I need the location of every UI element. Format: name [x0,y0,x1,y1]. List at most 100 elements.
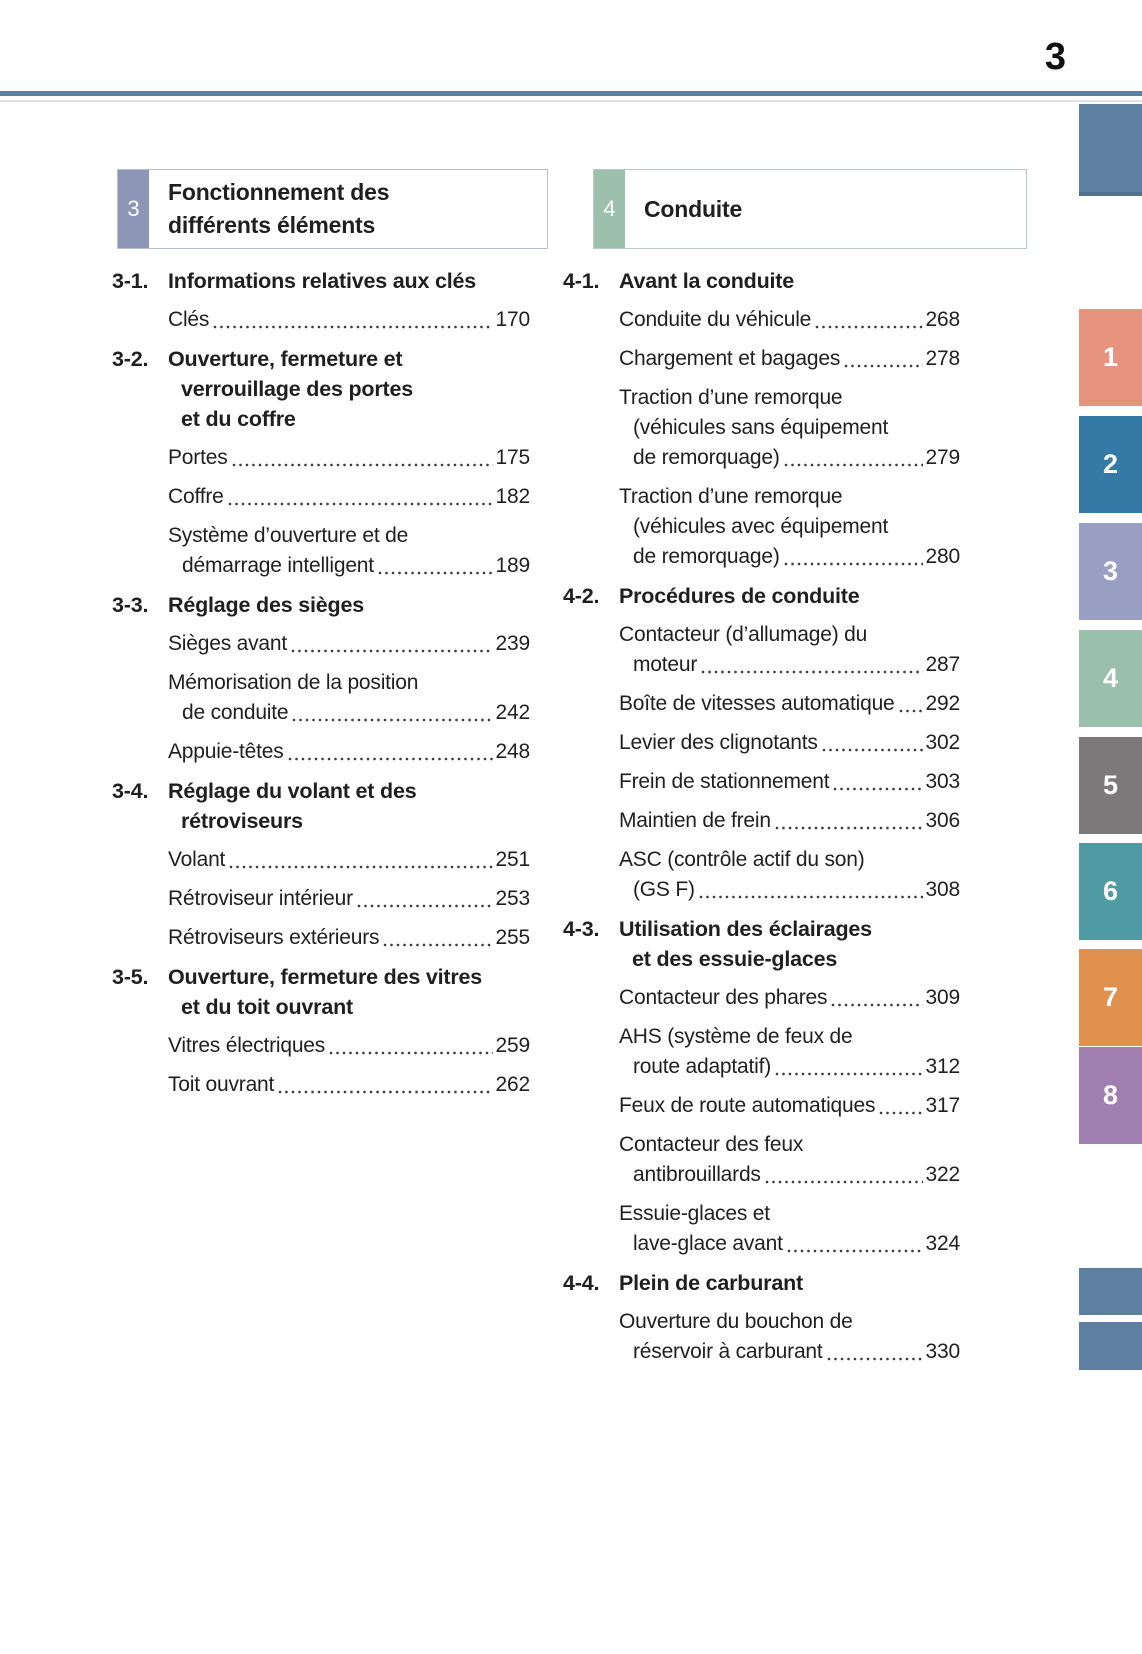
toc-entry-line: Clés 170 [168,305,530,335]
toc-entry-label: route adaptatif) [633,1055,772,1078]
page-ref: 322 [925,1163,961,1186]
dot-leader [377,571,493,575]
page-ref: 308 [925,878,961,901]
rail-bottom-block-1 [1079,1268,1142,1315]
toc-group-heading: 3-2. Ouverture, fermeture et verrouillage … [112,344,530,434]
toc-entry-line: Rétroviseur intérieur 253 [168,884,530,914]
toc-entry-list: Clés 170 [168,305,530,335]
toc-group-heading: 3-4. Réglage du volant et des rétroviseurs [112,776,530,836]
toc-group-number: 4-4. [563,1271,600,1295]
page-ref: 303 [925,770,961,793]
toc-entry: Frein de stationnement 303 [619,767,960,797]
section-box-3: 3 Fonctionnement des différents éléments [117,169,548,249]
toc-entry-label: Rétroviseurs extérieurs [168,926,380,949]
toc-entry-label: Clés [168,308,210,331]
toc-entry-label: Ouverture du bouchon de [619,1310,853,1333]
dot-leader [831,1003,923,1007]
dot-leader [815,325,923,329]
section-title-line: Fonctionnement des [168,179,390,205]
toc-entry-line: Traction d’une remorque [619,383,960,413]
toc-entry: Clés 170 [168,305,530,335]
toc-entry-label: Contacteur des feux [619,1133,804,1156]
page-ref: 253 [495,887,531,910]
toc-entry-line: Levier des clignotants 302 [619,728,960,758]
toc-entry-line: Vitres électriques 259 [168,1031,530,1061]
toc-entry: Contacteur des phares 309 [619,983,960,1013]
section-title-line: Conduite [644,195,743,222]
toc-entry-label: Volant [168,848,226,871]
toc-entry-label: Conduite du véhicule [619,308,812,331]
toc-entry: Mémorisation de la position de conduite 24… [168,668,530,728]
toc-entry-label: Coffre [168,485,224,508]
toc-entry-line: démarrage intelligent 189 [168,551,530,581]
toc-entry: AHS (système de feux de route adaptatif) 3… [619,1022,960,1082]
page-ref: 239 [495,632,531,655]
toc-entry-list: Sièges avant 239 Mémorisation de la positi… [168,629,530,767]
toc-group-number: 3-3. [112,593,149,617]
toc-entry-line: Portes 175 [168,443,530,473]
toc-entry-line: AHS (système de feux de [619,1022,960,1052]
page-ref: 259 [495,1034,531,1057]
side-tab-label: 7 [1102,982,1119,1012]
toc-entry-line: Appuie-têtes 248 [168,737,530,767]
toc-entry: Levier des clignotants 302 [619,728,960,758]
side-tab-label: 2 [1102,449,1119,479]
section-number-label: 4 [603,196,616,221]
toc-entry-line: Traction d’une remorque [619,482,960,512]
toc-entry-line: Contacteur des feux [619,1130,960,1160]
toc-group-title: Ouverture, fermeture et verrouillage des … [168,344,530,434]
dot-leader [764,1180,923,1184]
toc-group-3-5: 3-5. Ouverture, fermeture des vitres et du… [112,962,530,1100]
dot-leader [278,1090,493,1094]
side-tab-label: 4 [1102,663,1119,693]
page-ref: 302 [925,731,961,754]
toc-entry: Toit ouvrant 262 [168,1070,530,1100]
toc-group-title-line: Informations relatives aux clés [168,269,477,293]
toc-entry: Boîte de vitesses automatique 292 [619,689,960,719]
toc-entry-label: Chargement et bagages [619,347,841,370]
page-ref: 262 [495,1073,531,1096]
toc-entry-line: moteur 287 [619,650,960,680]
toc-entry-label: (véhicules sans équipement [633,416,889,439]
toc-entry-line: Rétroviseurs extérieurs 255 [168,923,530,953]
page-ref: 280 [925,545,961,568]
toc-entry-label: AHS (système de feux de [619,1025,853,1048]
toc-group-number: 4-3. [563,917,600,941]
toc-entry-list: Contacteur des phares 309 AHS (système de … [619,983,960,1259]
side-tab-2: 2 [1079,416,1142,513]
toc-entry-label: de conduite [182,701,289,724]
dot-leader [898,709,923,713]
toc-entry-label: réservoir à carburant [633,1340,823,1363]
toc-group-heading: 4-2. Procédures de conduite [563,581,960,611]
side-tab-7: 7 [1079,949,1142,1046]
toc-entry-line: lave-glace avant 324 [619,1229,960,1259]
toc-group-title-line: Avant la conduite [619,269,794,293]
section-title: Fonctionnement des différents éléments [149,170,547,248]
toc-entry-line: Frein de stationnement 303 [619,767,960,797]
page-ref: 312 [925,1055,961,1078]
dot-leader [329,1051,493,1055]
toc-entry: Système d’ouverture et de démarrage intel… [168,521,530,581]
toc-entry-label: Appuie-têtes [168,740,284,763]
dot-leader [291,649,493,653]
toc-entry-line: Toit ouvrant 262 [168,1070,530,1100]
toc-entry-label: Contacteur (d’allumage) du [619,623,868,646]
page-ref: 309 [925,986,961,1009]
toc-group-heading: 4-4. Plein de carburant [563,1268,960,1298]
toc-entry-label: Sièges avant [168,632,288,655]
toc-group-heading: 3-1. Informations relatives aux clés [112,266,530,296]
toc-entry-label: Contacteur des phares [619,986,828,1009]
toc-entry-list: Contacteur (d’allumage) du moteur 287 Boîte… [619,620,960,905]
toc-group-number: 4-2. [563,584,600,608]
toc-entry-line: Contacteur (d’allumage) du [619,620,960,650]
section-box-4: 4 Conduite [593,169,1027,249]
dot-leader [783,463,923,467]
toc-entry: ASC (contrôle actif du son) (GS F) 308 [619,845,960,905]
toc-entry-label: démarrage intelligent [182,554,374,577]
dot-leader [821,748,923,752]
toc-group-3-1: 3-1. Informations relatives aux clés Clés 1… [112,266,530,335]
toc-entry-label: Vitres électriques [168,1034,326,1057]
section-box-tab-number: 3 [118,170,149,248]
toc-entry-label: Levier des clignotants [619,731,818,754]
dot-leader [383,943,493,947]
